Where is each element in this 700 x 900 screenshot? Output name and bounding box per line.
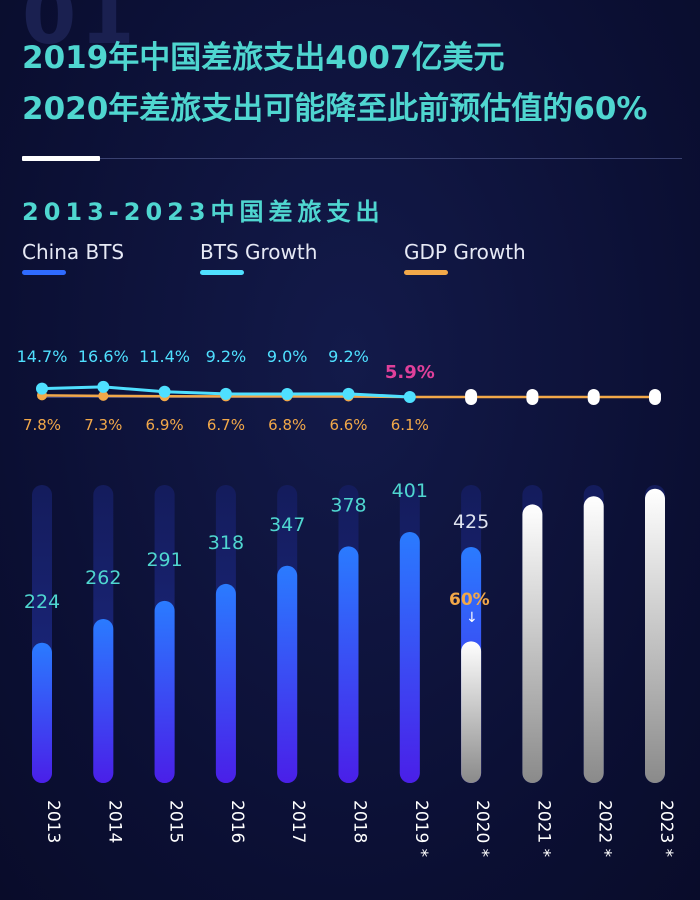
gdp-growth-label: 6.1% xyxy=(391,416,429,434)
bts-growth-label: 5.9% xyxy=(385,362,435,383)
bts-growth-point xyxy=(403,391,416,403)
bts-growth-label: 9.2% xyxy=(328,347,369,366)
bar-china-bts xyxy=(93,618,114,783)
bar-value-label: 318 xyxy=(208,532,244,554)
bar-china-bts xyxy=(277,565,298,783)
headline-2019-spend: 2019年中国差旅支出4007亿美元 xyxy=(22,40,505,76)
bar-value-label: 347 xyxy=(269,514,305,536)
bar-value-label: 401 xyxy=(392,480,428,502)
legend-item-gdp-growth: GDP Growth xyxy=(404,240,526,275)
bar-china-bts xyxy=(399,531,420,783)
legend-swatch-china-bts xyxy=(22,270,66,275)
bts-growth-label: 14.7% xyxy=(17,347,68,366)
legend-label-bts-growth: BTS Growth xyxy=(200,240,318,264)
gdp-growth-label: 7.3% xyxy=(84,416,122,434)
projected-year-dot xyxy=(465,389,478,405)
projected-year-dot xyxy=(587,389,600,405)
year-tick-label: 2014 xyxy=(104,800,124,843)
legend-label-china-bts: China BTS xyxy=(22,240,125,264)
legend-item-china-bts: China BTS xyxy=(22,240,124,275)
background-number: 01 xyxy=(22,0,139,62)
projected-year-dot xyxy=(649,389,661,405)
bts-growth-point xyxy=(219,387,232,400)
projected-year-dot xyxy=(526,389,539,405)
gdp-growth-point xyxy=(98,390,109,401)
legend-label-gdp-growth: GDP Growth xyxy=(404,240,526,264)
legend-item-bts-growth: BTS Growth xyxy=(200,240,317,275)
bar-value-label: 224 xyxy=(24,591,60,613)
bar-projected xyxy=(583,496,604,783)
year-tick-label: 2022 * xyxy=(595,800,615,857)
bts-growth-label: 16.6% xyxy=(78,347,129,366)
bar-value-label: 425 xyxy=(453,511,489,533)
year-tick-label: 2023 * xyxy=(656,800,676,857)
gdp-growth-label: 6.7% xyxy=(207,416,245,434)
year-tick-label: 2016 xyxy=(227,800,247,843)
year-tick-label: 2020 * xyxy=(472,800,492,857)
gdp-growth-label: 6.6% xyxy=(329,416,367,434)
bts-growth-label: 9.0% xyxy=(267,347,308,366)
bar-china-bts xyxy=(338,546,359,783)
year-tick-label: 2019 * xyxy=(411,800,431,857)
year-tick-label: 2015 xyxy=(166,800,186,843)
bar-china-bts xyxy=(154,600,175,783)
bar-china-bts xyxy=(32,642,52,783)
bts-growth-point xyxy=(281,388,294,401)
bts-growth-label: 9.2% xyxy=(206,347,247,366)
bar-2020-reduced xyxy=(461,641,482,783)
bts-growth-label: 11.4% xyxy=(139,347,190,366)
legend-swatch-gdp-growth xyxy=(404,270,448,275)
bts-growth-point xyxy=(36,382,48,395)
divider-line xyxy=(22,158,682,159)
bar-projected xyxy=(645,488,665,783)
divider-accent xyxy=(22,156,100,161)
bar-value-label: 378 xyxy=(330,494,366,516)
year-tick-label: 2021 * xyxy=(533,800,553,857)
year-tick-label: 2017 xyxy=(288,800,308,843)
bar-china-bts xyxy=(215,583,236,783)
year-tick-label: 2018 xyxy=(350,800,370,843)
reduction-arrow: ↓ xyxy=(466,610,478,626)
gdp-growth-label: 7.8% xyxy=(23,416,61,434)
gdp-growth-label: 6.8% xyxy=(268,416,306,434)
chart-section-title: 2013-2023中国差旅支出 xyxy=(22,198,385,226)
bar-value-label: 262 xyxy=(85,567,121,589)
gdp-growth-label: 6.9% xyxy=(146,416,184,434)
bts-growth-point xyxy=(158,385,171,398)
bar-value-label: 291 xyxy=(146,549,182,571)
year-tick-label: 2013 xyxy=(43,800,63,843)
bts-growth-point xyxy=(342,387,355,400)
reduction-note: 60% xyxy=(449,590,490,610)
legend-swatch-bts-growth xyxy=(200,270,244,275)
bar-projected xyxy=(522,504,543,783)
bts-growth-point xyxy=(97,380,110,393)
headline-2020-forecast: 2020年差旅支出可能降至此前预估值的60% xyxy=(22,91,648,127)
